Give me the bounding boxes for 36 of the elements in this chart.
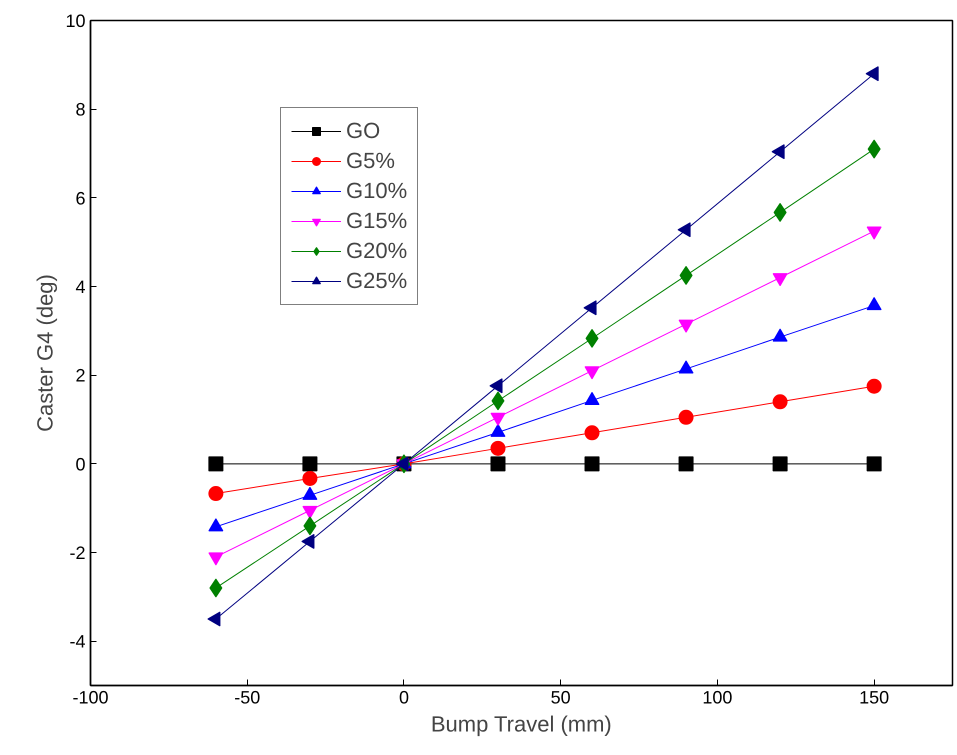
point [208, 456, 224, 472]
y-tick-label: 10 [65, 11, 86, 31]
y-tick-label: 8 [75, 100, 86, 120]
x-tick-label: 150 [859, 688, 890, 708]
point [678, 456, 694, 472]
legend-label: G25% [346, 268, 408, 294]
y-tick-label: -4 [69, 632, 86, 652]
x-tick-label: 50 [550, 688, 571, 708]
y-tick-label: 4 [75, 277, 86, 297]
x-tick-label: -100 [72, 688, 109, 708]
point [490, 456, 506, 472]
x-tick-label: 0 [398, 688, 409, 708]
y-tick-label: 0 [75, 454, 86, 474]
x-tick-label: 100 [702, 688, 732, 708]
point [584, 456, 600, 472]
y-tick-label: 6 [75, 188, 86, 208]
y-axis-title: Caster G4 (deg) [32, 274, 58, 432]
legend-label: G5% [346, 148, 395, 174]
point [490, 440, 506, 456]
legend-label: G20% [346, 238, 408, 264]
x-tick-label: -50 [234, 688, 260, 708]
legend-label: G10% [346, 178, 408, 204]
point [772, 456, 788, 472]
point [866, 378, 882, 394]
legend-label: GO [346, 118, 380, 144]
point [302, 456, 318, 472]
point [678, 410, 694, 425]
point [772, 394, 788, 410]
y-tick-label: -2 [69, 543, 86, 563]
point [302, 470, 318, 486]
legend-label: G15% [346, 208, 408, 234]
y-tick-label: 2 [75, 366, 86, 386]
x-axis-title: Bump Travel (mm) [430, 712, 612, 736]
point [866, 456, 882, 472]
point [208, 486, 224, 502]
point [584, 425, 600, 440]
